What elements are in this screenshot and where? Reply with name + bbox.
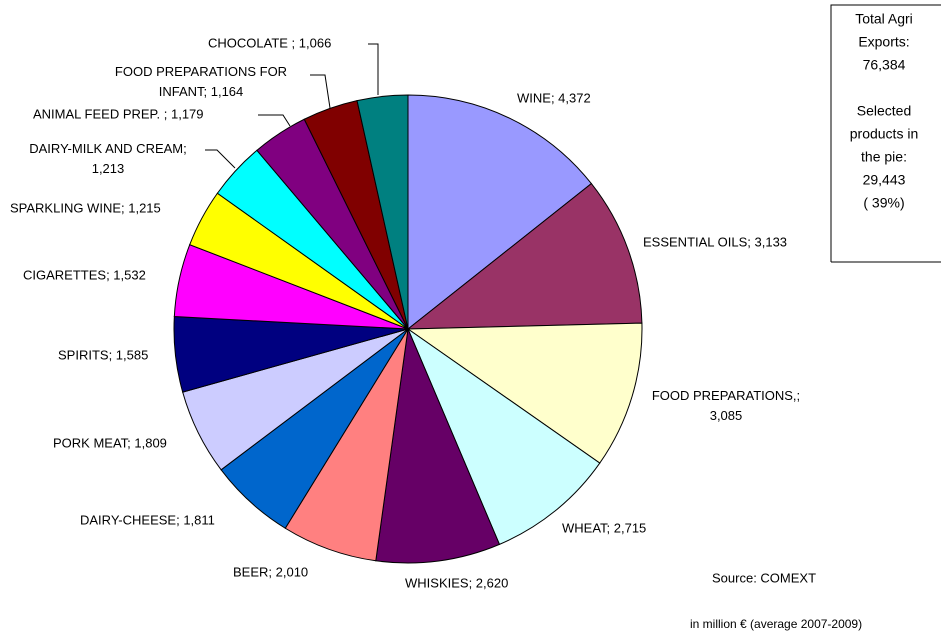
note-box-text: Total Agri <box>855 11 913 27</box>
slice-label: SPIRITS; 1,585 <box>58 347 148 362</box>
source-note: Source: COMEXT <box>712 570 816 585</box>
pie-slice <box>407 94 593 331</box>
note-box-text: 76,384 <box>863 57 906 73</box>
pie-slice <box>375 327 501 564</box>
note-box-text: 29,443 <box>863 172 906 188</box>
note-box-text: Selected <box>857 103 911 119</box>
note-box-text: the pie: <box>861 149 907 165</box>
note-box-text: ( 39%) <box>863 195 904 211</box>
slice-label: WHISKIES; 2,620 <box>405 575 508 590</box>
note-box-text: Exports: <box>858 34 909 50</box>
slice-label: CHOCOLATE ; 1,066 <box>208 35 331 50</box>
slice-label: ANIMAL FEED PREP. ; 1,179 <box>33 106 204 121</box>
slice-label: DAIRY-CHEESE; 1,811 <box>80 512 215 527</box>
slice-label: DAIRY-MILK AND CREAM; 1,213 <box>29 141 187 176</box>
leader-lines <box>205 43 379 169</box>
pie-slice <box>406 322 643 464</box>
slice-label: PORK MEAT; 1,809 <box>53 435 167 450</box>
pie-slice <box>406 182 643 330</box>
slice-label: CIGARETTES; 1,532 <box>23 267 146 282</box>
slice-label: BEER; 2,010 <box>233 564 308 579</box>
slice-label: WINE; 4,372 <box>517 90 591 105</box>
note-box <box>830 4 941 263</box>
unit-note: in million € (average 2007-2009) <box>690 617 862 631</box>
slice-label: FOOD PREPARATIONS FOR INFANT; 1,164 <box>115 64 287 99</box>
slice-label: ESSENTIAL OILS; 3,133 <box>643 234 787 249</box>
slice-label: WHEAT; 2,715 <box>562 520 646 535</box>
pie-slice <box>406 327 601 546</box>
note-box-text: products in <box>850 126 918 142</box>
pie-slice <box>356 94 409 330</box>
slice-label: FOOD PREPARATIONS,; 3,085 <box>652 388 800 423</box>
slice-label: SPARKLING WINE; 1,215 <box>10 200 161 215</box>
